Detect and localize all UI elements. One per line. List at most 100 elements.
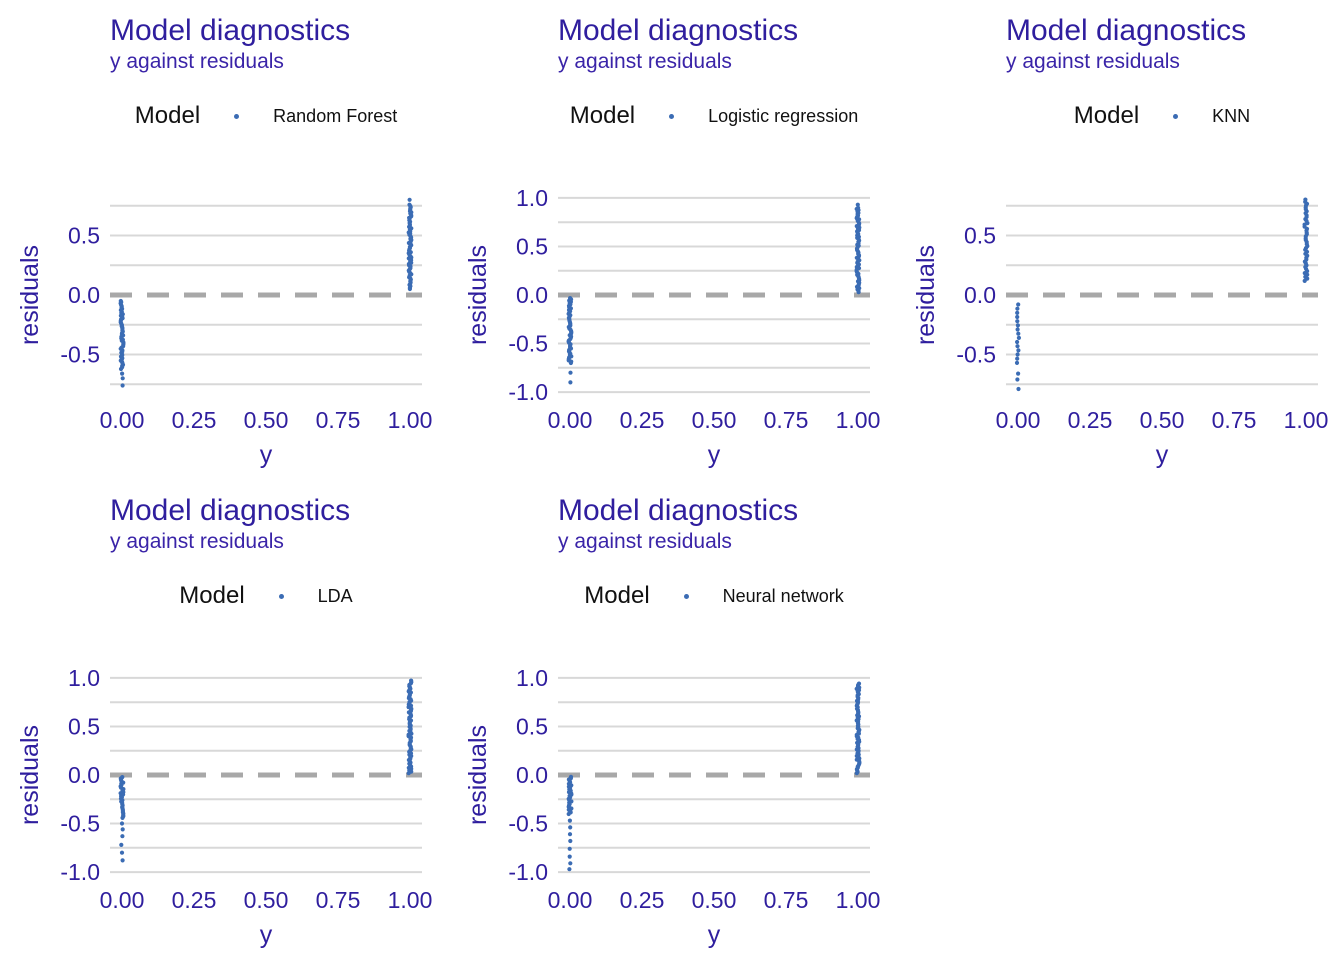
chart-panel-knn: Model diagnostics y against residuals Mo…: [896, 0, 1344, 480]
legend-point-icon: [234, 113, 240, 119]
data-point: [120, 815, 125, 820]
data-point: [568, 380, 573, 385]
data-point: [407, 197, 412, 202]
legend-title: Model: [179, 582, 245, 609]
data-point: [1015, 339, 1020, 345]
data-point: [1016, 335, 1021, 340]
x-tick-label: 1.00: [388, 887, 433, 913]
legend-label: KNN: [1212, 105, 1251, 126]
y-tick-label: -1.0: [508, 379, 548, 405]
y-tick-label: 0.5: [68, 223, 100, 249]
legend-label: Neural network: [722, 585, 844, 606]
x-tick-label: 0.25: [172, 407, 217, 433]
x-tick-label: 0.00: [548, 887, 593, 913]
data-point: [119, 842, 124, 847]
data-point: [1015, 310, 1020, 315]
chart-subtitle: y against residuals: [110, 50, 284, 73]
x-tick-label: 0.00: [100, 407, 145, 433]
legend-label: Logistic regression: [708, 105, 859, 126]
y-tick-label: -0.5: [60, 811, 100, 837]
data-point: [568, 370, 573, 375]
x-tick-label: 1.00: [1284, 407, 1329, 433]
legend-label: Random Forest: [273, 105, 398, 126]
data-point: [567, 867, 572, 872]
y-tick-label: 1.0: [516, 665, 548, 691]
x-tick-label: 0.75: [764, 407, 809, 433]
legend-point-icon: [278, 593, 284, 599]
data-point: [856, 205, 861, 210]
legend-point-icon: [1173, 113, 1179, 119]
data-point: [1016, 331, 1021, 336]
y-tick-label: -0.5: [60, 342, 100, 368]
legend: Model Neural network: [558, 578, 870, 614]
data-point: [1015, 352, 1020, 357]
chart-subtitle: y against residuals: [558, 530, 732, 553]
data-point: [566, 811, 571, 817]
data-point: [1016, 348, 1021, 353]
chart-subtitle: y against residuals: [558, 50, 732, 73]
data-point: [568, 360, 573, 366]
data-point: [120, 376, 125, 381]
data-point: [120, 834, 125, 839]
data-point: [855, 202, 860, 207]
x-axis-label: y: [260, 441, 273, 469]
data-point: [1015, 314, 1020, 320]
y-tick-label: 0.5: [516, 714, 548, 740]
y-tick-label: -0.5: [956, 342, 996, 368]
x-tick-label: 0.75: [316, 887, 361, 913]
chart-panel-random-forest: Model diagnostics y against residuals Mo…: [0, 0, 448, 480]
x-tick-label: 0.50: [244, 407, 289, 433]
legend-title: Model: [569, 102, 636, 129]
legend-title: Model: [1073, 102, 1140, 129]
x-tick-label: 1.00: [388, 407, 433, 433]
x-tick-label: 0.50: [692, 407, 737, 433]
data-point: [1016, 386, 1021, 392]
data-point: [1015, 306, 1020, 311]
y-tick-label: -1.0: [508, 859, 548, 885]
plot-area: 0.5 0.0 -0.5 0.00 0.25 0.50 0.75 1.00 y: [60, 197, 433, 469]
x-tick-label: 0.50: [692, 887, 737, 913]
y-tick-label: -0.5: [508, 331, 548, 357]
x-tick-label: 0.50: [1140, 407, 1185, 433]
data-point: [856, 681, 862, 686]
data-point: [1015, 344, 1020, 349]
data-point: [1015, 319, 1020, 324]
plot-area: 1.0 0.5 0.0 -0.5 -1.00.00 0.25 0.50 0.75 1.00 y: [508, 665, 880, 949]
x-tick-label: 0.25: [172, 887, 217, 913]
x-tick-label: 0.75: [1212, 407, 1257, 433]
data-point: [407, 202, 412, 207]
y-tick-label: 0.0: [516, 282, 548, 308]
x-tick-label: 0.00: [548, 407, 593, 433]
data-point: [1015, 327, 1020, 332]
chart-subtitle: y against residuals: [1006, 50, 1180, 73]
legend: Model KNN: [1006, 98, 1318, 134]
y-tick-label: 0.0: [68, 282, 100, 308]
legend-point-icon: [669, 113, 675, 119]
legend: Model LDA: [110, 578, 422, 614]
x-tick-label: 0.00: [100, 887, 145, 913]
x-axis-label: y: [1156, 441, 1169, 469]
chart-title: Model diagnostics: [558, 14, 799, 47]
legend-point-icon: [683, 593, 689, 599]
legend-label: LDA: [317, 585, 353, 606]
data-point: [120, 827, 125, 832]
data-point: [1015, 377, 1020, 382]
data-point: [568, 825, 573, 830]
chart-panel-neural-network: Model diagnostics y against residuals Mo…: [448, 480, 896, 960]
legend: Model Random Forest: [110, 98, 422, 134]
data-point: [567, 818, 572, 823]
x-axis-label: y: [708, 441, 721, 469]
y-tick-label: 1.0: [68, 665, 100, 691]
data-point: [1016, 302, 1021, 307]
data-point: [119, 850, 125, 855]
plot-area: 1.0 0.5 0.0 -0.5 -1.00.00 0.25 0.50 0.75 1.00 y: [60, 665, 433, 949]
data-point: [568, 838, 573, 844]
data-point: [120, 371, 125, 376]
legend: Model Logistic regression: [558, 98, 870, 134]
x-tick-label: 0.25: [1068, 407, 1113, 433]
y-tick-label: 1.0: [516, 185, 548, 211]
data-point: [1303, 197, 1308, 202]
chart-panel-lda: Model diagnostics y against residuals Mo…: [0, 480, 448, 960]
y-tick-label: -0.5: [508, 811, 548, 837]
